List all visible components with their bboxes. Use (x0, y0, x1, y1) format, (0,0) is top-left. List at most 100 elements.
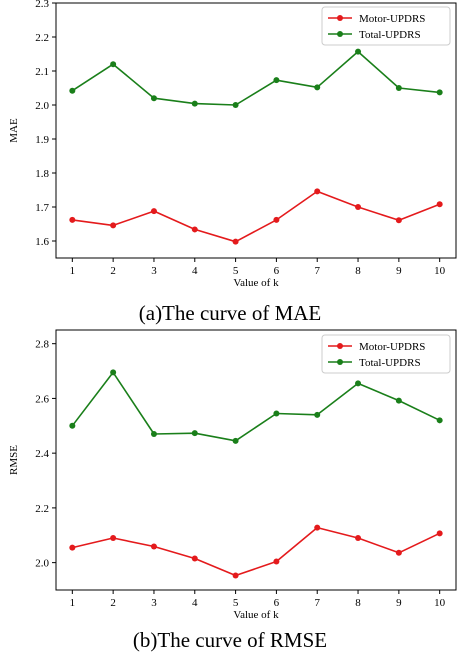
data-point (355, 204, 362, 210)
data-point (436, 530, 443, 537)
x-tick-label: 8 (355, 265, 361, 277)
y-tick-label: 2.3 (35, 0, 49, 10)
x-tick-label: 10 (434, 265, 446, 277)
x-tick-label: 3 (151, 265, 157, 277)
data-point (150, 431, 157, 437)
legend-marker-0 (337, 15, 343, 21)
legend-label-0: Motor-UPDRS (359, 13, 425, 25)
y-tick-label: 2.8 (35, 339, 49, 351)
x-tick-label: 7 (314, 265, 320, 277)
y-tick-label: 2.6 (35, 393, 49, 405)
data-point (314, 188, 321, 195)
data-point (191, 555, 198, 562)
data-point (273, 77, 280, 84)
legend-label-1: Total-UPDRS (359, 29, 421, 41)
data-point (395, 217, 402, 224)
data-point (150, 95, 157, 102)
data-point (150, 543, 157, 550)
x-axis-label: Value of k (233, 277, 279, 289)
data-point (232, 437, 239, 444)
y-tick-label: 1.9 (35, 134, 49, 146)
legend-label-0: Motor-UPDRS (359, 341, 425, 353)
data-point (191, 226, 198, 233)
x-axis-label: Value of k (233, 609, 279, 621)
data-point (150, 208, 157, 215)
data-point (191, 100, 198, 107)
y-tick-label: 1.7 (35, 202, 49, 214)
chart-panel-1: 1.6 1.7 1.8 1.9 2.0 2.1 2.2 2.3 1 2 3 4 5 6 7 8 9 10 Value… (8, 0, 457, 325)
legend-box (321, 6, 451, 46)
data-point (110, 369, 117, 376)
data-point (69, 544, 76, 551)
legend-marker-1 (337, 359, 343, 365)
data-point (355, 535, 362, 541)
x-tick-label: 9 (396, 597, 402, 609)
figure-caption: (b)The curve of RMSE (133, 628, 327, 652)
data-point (110, 61, 117, 68)
data-point (69, 216, 76, 223)
legend: Motor-UPDRS Total-UPDRS (321, 334, 451, 374)
legend: Motor-UPDRS Total-UPDRS (321, 6, 451, 46)
x-tick-label: 1 (70, 597, 76, 609)
data-point (395, 397, 402, 404)
plot-frame (55, 2, 457, 259)
data-point (191, 430, 198, 437)
y-tick-label: 2.2 (35, 503, 49, 515)
x-tick-label: 8 (355, 597, 361, 609)
series-line-1 (71, 50, 440, 106)
x-tick-label: 4 (192, 265, 198, 277)
data-point (395, 85, 402, 91)
plot-frame (55, 329, 457, 591)
x-tick-label: 5 (233, 265, 239, 277)
data-point (355, 380, 362, 387)
legend-marker-1 (337, 31, 343, 37)
data-point (232, 572, 239, 579)
data-point (232, 238, 239, 245)
legend-label-1: Total-UPDRS (359, 357, 421, 369)
x-tick-label: 1 (70, 265, 76, 277)
data-point (436, 417, 443, 424)
series-line-0 (72, 526, 441, 577)
series-line-1 (71, 371, 441, 442)
y-tick-label: 2.2 (35, 32, 49, 44)
x-tick-label: 4 (192, 597, 198, 609)
y-tick-label: 2.0 (35, 100, 49, 112)
data-point (232, 102, 239, 108)
data-point (314, 84, 321, 91)
figure-caption: (a)The curve of MAE (139, 301, 322, 325)
x-tick-label: 2 (110, 265, 116, 277)
data-point (273, 216, 280, 223)
data-point (395, 549, 402, 556)
data-point (110, 222, 117, 229)
x-tick-label: 2 (110, 597, 116, 609)
y-tick-label: 1.6 (35, 236, 49, 248)
x-tick-label: 9 (396, 265, 402, 277)
chart-panel-2: 2.0 2.2 2.4 2.6 2.8 1 2 3 4 5 6 7 8 9 10 Value of k RMSE… (8, 329, 457, 652)
y-axis-label: RMSE (8, 445, 20, 475)
x-tick-label: 3 (151, 597, 157, 609)
x-tick-label: 6 (274, 597, 280, 609)
x-tick-label: 10 (434, 597, 446, 609)
x-tick-label: 5 (233, 597, 239, 609)
data-point (69, 87, 76, 94)
data-point (436, 89, 443, 96)
y-tick-label: 2.1 (35, 66, 49, 78)
data-point (110, 535, 117, 541)
x-tick-label: 7 (314, 597, 320, 609)
y-tick-label: 1.8 (35, 168, 49, 180)
x-tick-label: 6 (274, 265, 280, 277)
series-line-0 (72, 190, 440, 243)
legend-marker-0 (337, 343, 343, 349)
data-point (273, 410, 280, 417)
data-point (314, 524, 321, 531)
data-point (69, 422, 76, 429)
data-point (436, 201, 443, 208)
legend-box (321, 334, 451, 374)
y-axis-label: MAE (8, 118, 20, 143)
y-tick-label: 2.4 (35, 448, 49, 460)
data-point (314, 411, 321, 418)
data-point (355, 48, 362, 55)
data-point (273, 558, 280, 565)
y-tick-label: 2.0 (35, 558, 49, 570)
